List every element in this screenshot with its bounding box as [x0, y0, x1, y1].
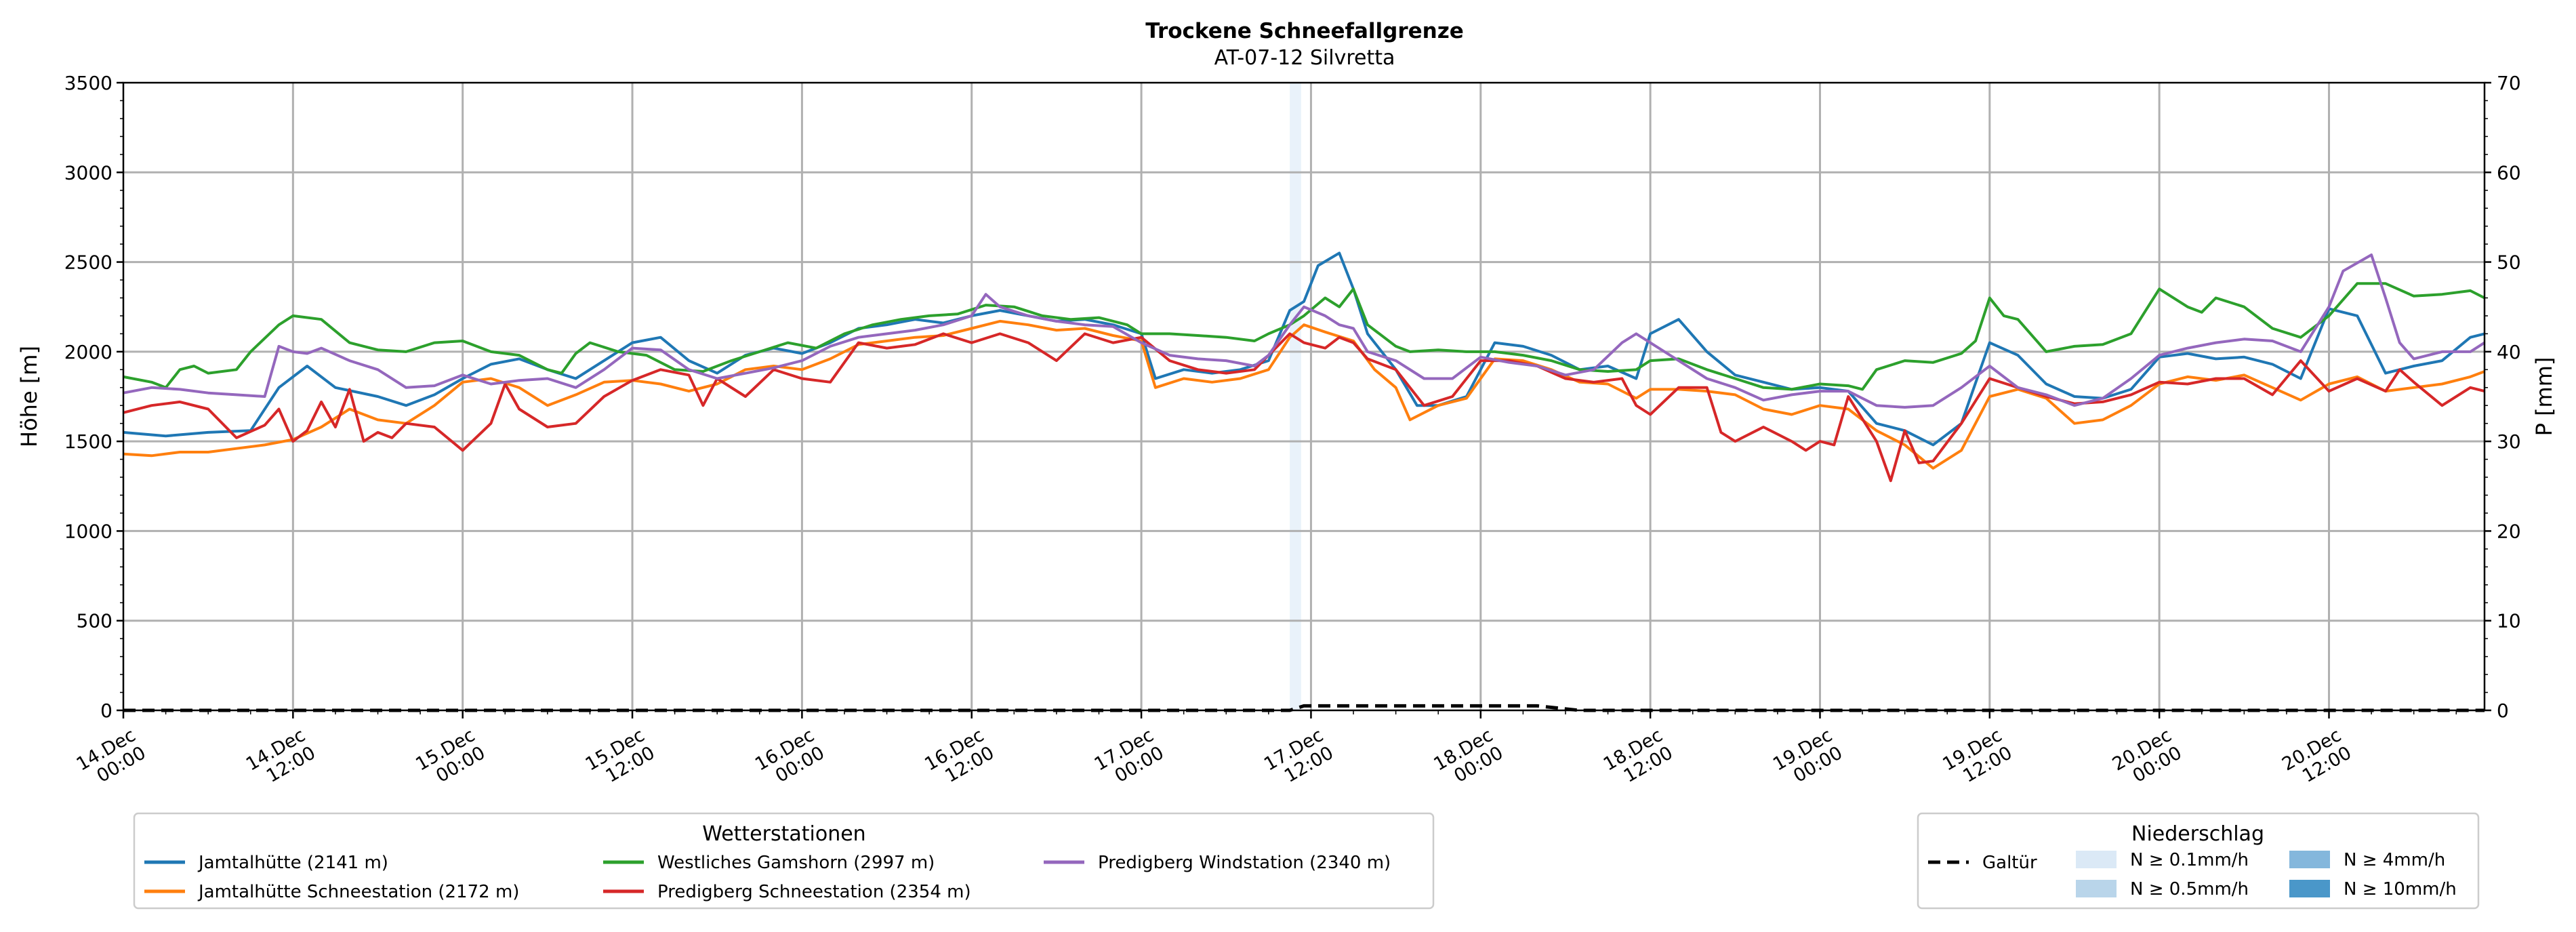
- legend-precip-label: N ≥ 10mm/h: [2344, 879, 2457, 899]
- series-line-2: [123, 319, 2485, 470]
- x-tick-label: 19.Dec12:00: [1939, 725, 2016, 792]
- x-tick-label: 14.Dec12:00: [243, 725, 319, 792]
- x-tick-label: 20.Dec00:00: [2109, 725, 2186, 792]
- y2-tick-label: 30: [2497, 430, 2521, 453]
- precip-highlight-band: [1290, 83, 1301, 710]
- legend-precip-swatch: [2289, 851, 2330, 868]
- y-tick-label: 3500: [64, 72, 113, 94]
- legend-station-label: Predigberg Schneestation (2354 m): [657, 882, 971, 902]
- y2-tick-label: 0: [2497, 700, 2509, 722]
- legend-station-label: Jamtalhütte Schneestation (2172 m): [197, 882, 519, 902]
- legend-precip-frame: [1917, 812, 2480, 910]
- y-tick-label: 3000: [64, 161, 113, 184]
- chart-subtitle: AT-07-12 Silvretta: [1214, 46, 1395, 70]
- y2-tick-label: 60: [2497, 161, 2521, 184]
- x-tick-label: 18.Dec00:00: [1430, 725, 1507, 792]
- legend-station-label: Jamtalhütte (2141 m): [197, 853, 388, 873]
- legend-galtur-label: Galtür: [1982, 853, 2037, 873]
- legend-precip-title: Niederschlag: [2131, 822, 2264, 846]
- legend-stations: Wetterstationen Jamtalhütte (2141 m) Jamt…: [133, 812, 1435, 910]
- legend-precip: Niederschlag Galtür N ≥ 0.1mm/h N ≥ 0.5mm…: [1917, 812, 2480, 910]
- x-tick-label: 18.Dec12:00: [1600, 725, 1677, 792]
- y-tick-label: 1500: [64, 430, 113, 453]
- y-axis-label: Höhe [m]: [16, 346, 42, 447]
- legend-stations-title: Wetterstationen: [702, 822, 865, 846]
- y-tick-label: 500: [77, 610, 113, 632]
- y-tick-label: 2500: [64, 251, 113, 274]
- x-tick-label: 14.Dec00:00: [73, 725, 150, 792]
- y-tick-label: 2000: [64, 341, 113, 363]
- legend-stations-frame: [133, 812, 1435, 910]
- series-line-3: [123, 282, 2485, 391]
- legend-precip-label: N ≥ 4mm/h: [2344, 850, 2445, 870]
- y2-tick-label: 40: [2497, 341, 2521, 363]
- y2-axis-label: P [mm]: [2531, 357, 2557, 437]
- x-tick-label: 17.Dec12:00: [1261, 725, 1337, 792]
- series-line-1: [123, 251, 2485, 447]
- y2-tick-label: 70: [2497, 72, 2521, 94]
- x-tick-label: 20.Dec12:00: [2278, 725, 2355, 792]
- series-line-5: [123, 254, 2486, 409]
- x-tick-label: 15.Dec12:00: [582, 725, 659, 792]
- x-tick-label: 16.Dec12:00: [921, 725, 998, 792]
- plot-frame: [122, 81, 2486, 712]
- legend-station-label: Predigberg Windstation (2340 m): [1098, 853, 1391, 873]
- legend-precip-swatch: [2289, 880, 2330, 897]
- x-tick-label: 17.Dec00:00: [1091, 725, 1168, 792]
- chart-title: Trockene Schneefallgrenze: [1145, 19, 1464, 43]
- y-tick-label: 1000: [64, 520, 113, 542]
- legend-precip-label: N ≥ 0.5mm/h: [2130, 879, 2249, 899]
- legend-precip-swatch: [2076, 880, 2117, 897]
- y2-tick-label: 10: [2497, 610, 2521, 632]
- y2-tick-label: 50: [2497, 251, 2521, 274]
- x-tick-label: 19.Dec00:00: [1770, 725, 1846, 792]
- y2-tick-label: 20: [2497, 520, 2521, 542]
- y-tick-label: 0: [100, 700, 113, 722]
- x-tick-label: 15.Dec00:00: [412, 725, 489, 792]
- legend-precip-label: N ≥ 0.1mm/h: [2130, 850, 2249, 870]
- legend-precip-swatch: [2076, 851, 2117, 868]
- x-tick-label: 16.Dec00:00: [752, 725, 828, 792]
- legend-station-label: Westliches Gamshorn (2997 m): [657, 853, 935, 873]
